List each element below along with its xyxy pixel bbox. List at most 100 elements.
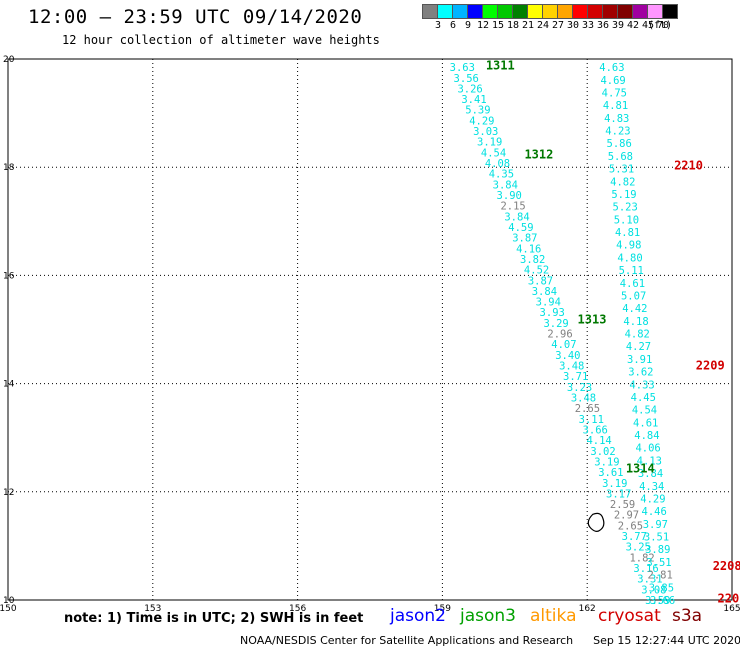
- wave-height-label: 4.42: [622, 303, 647, 315]
- wave-height-label: 4.83: [604, 113, 629, 125]
- wave-height-label: 3.19: [477, 137, 502, 149]
- map-frame: [7, 58, 733, 601]
- satellite-jason2: jason2: [390, 606, 446, 626]
- wave-height-label: 3.93: [540, 307, 565, 319]
- wave-height-label: 4.14: [586, 435, 611, 447]
- satellite-altika: altika: [530, 606, 577, 626]
- wave-height-label: 3.82: [520, 254, 545, 266]
- wave-height-label: 2.96: [547, 329, 572, 341]
- legend-label: 30: [566, 20, 580, 31]
- legend-label: 70: [656, 20, 670, 31]
- legend-swatch: [662, 4, 678, 19]
- pass-time-label: 2210: [674, 158, 703, 172]
- wave-height-label: 3.48: [571, 393, 596, 405]
- lon-tick-label: 150: [0, 604, 17, 614]
- wave-height-label: 4.84: [634, 430, 659, 442]
- satellite-s3a: s3a: [672, 606, 703, 626]
- wave-height-label: 3.23: [567, 382, 592, 394]
- wave-height-label: 4.69: [600, 75, 625, 87]
- wave-height-label: 4.98: [616, 240, 641, 252]
- wave-height-label: 3.84: [532, 286, 557, 298]
- lon-tick-label: 153: [144, 604, 161, 614]
- legend-label: 12: [476, 20, 490, 31]
- lat-tick-label: 12: [3, 488, 14, 498]
- wave-height-label: 3.91: [627, 354, 652, 366]
- legend-labels: 3 6 9 12 15 18 21 24 27 30 33 36 39 42 45 70 (ft): [422, 19, 677, 33]
- wave-height-label: 4.81: [615, 227, 640, 239]
- wave-height-label: 2.65: [575, 403, 600, 415]
- wave-height-label: 4.29: [640, 493, 665, 505]
- wave-height-label: 3.56: [454, 73, 479, 85]
- satellite-cryosat: cryosat: [598, 606, 661, 626]
- wave-height-label: 2.15: [500, 201, 525, 213]
- legend-label: 21: [521, 20, 535, 31]
- lon-tick-label: 159: [434, 604, 451, 614]
- lon-tick-label: 162: [579, 604, 596, 614]
- wave-height-label: 4.54: [632, 405, 657, 417]
- wave-height-label: 4.82: [610, 176, 635, 188]
- wave-height-label: 3.41: [461, 94, 486, 106]
- wave-height-label: 2.65: [618, 520, 643, 532]
- color-legend: 3 6 9 12 15 18 21 24 27 30 33 36 39 42 45 70 (ft): [422, 4, 678, 33]
- wave-height-label: 3.29: [543, 318, 568, 330]
- wave-height-label: 4.35: [489, 169, 514, 181]
- wave-height-label: 3.16: [633, 563, 658, 575]
- wave-height-label: 2.81: [648, 570, 673, 582]
- credit-text: NOAA/NESDIS Center for Satellite Applica…: [240, 634, 574, 647]
- wave-height-label: 5.68: [608, 151, 633, 163]
- pass-time-label: 1313: [578, 313, 607, 327]
- wave-height-label: 1.82: [629, 552, 654, 564]
- wave-height-label: 4.75: [602, 87, 627, 99]
- lat-tick-label: 20: [3, 55, 15, 65]
- wave-height-label: 4.34: [639, 481, 664, 493]
- wave-height-label: 3.87: [528, 275, 553, 287]
- lon-tick-label: 156: [289, 604, 306, 614]
- wave-height-label: 3.51: [644, 532, 669, 544]
- wave-height-label: 3.19: [594, 456, 619, 468]
- credit-timestamp: Sep 15 12:27:44 UTC 2020: [593, 634, 740, 647]
- wave-height-label: 5.86: [607, 138, 632, 150]
- wave-height-label: 4.52: [524, 265, 549, 277]
- wave-height-label: 3.66: [583, 424, 608, 436]
- lat-tick-label: 18: [3, 163, 15, 173]
- wave-height-label: 3.08: [641, 584, 666, 596]
- legend-label: 33: [581, 20, 595, 31]
- island-outline: [587, 512, 605, 532]
- wave-height-label: 3.87: [512, 233, 537, 245]
- wave-height-label: 3.84: [638, 468, 663, 480]
- wave-height-label: 4.61: [633, 417, 658, 429]
- wave-height-label: 3.25: [626, 542, 651, 554]
- wave-height-label: 4.27: [626, 341, 651, 353]
- wave-height-label: 3.26: [457, 83, 482, 95]
- footer-credit: NOAA/NESDIS Center for Satellite Applica…: [240, 634, 740, 647]
- wave-height-label: 2.59: [610, 499, 635, 511]
- wave-height-label: 3.17: [606, 488, 631, 500]
- wave-height-label: 3.84: [493, 179, 518, 191]
- legend-label: 6: [449, 20, 457, 31]
- wave-height-label: 4.07: [551, 339, 576, 351]
- pass-time-label: 1312: [524, 148, 553, 162]
- wave-height-label: 4.06: [635, 443, 660, 455]
- wave-height-label: 3.90: [497, 190, 522, 202]
- wave-height-label: 5.11: [619, 265, 644, 277]
- wave-height-label: 3.85: [649, 582, 674, 594]
- wave-height-label: 4.63: [599, 62, 624, 74]
- wave-height-label: 5.39: [465, 105, 490, 117]
- wave-height-label: 3.19: [602, 478, 627, 490]
- pass-time-label: 1311: [486, 58, 515, 72]
- pass-time-label: 2209: [696, 359, 725, 373]
- wave-height-label: 4.45: [631, 392, 656, 404]
- wave-height-label: 3.84: [504, 211, 529, 223]
- wave-height-label: 4.18: [623, 316, 648, 328]
- wave-height-label: 3.89: [645, 544, 670, 556]
- wave-height-label: 4.82: [625, 329, 650, 341]
- wave-height-label: 3.71: [563, 371, 588, 383]
- legend-label: 15: [491, 20, 505, 31]
- wave-height-label: 5.31: [609, 164, 634, 176]
- wave-height-label: 4.46: [642, 506, 667, 518]
- map-subtitle: 12 hour collection of altimeter wave hei…: [62, 33, 380, 47]
- lat-tick-label: 14: [3, 380, 15, 390]
- legend-label: 45: [641, 20, 655, 31]
- footer-note: note: 1) Time is in UTC; 2) SWH is in fe…: [64, 611, 364, 626]
